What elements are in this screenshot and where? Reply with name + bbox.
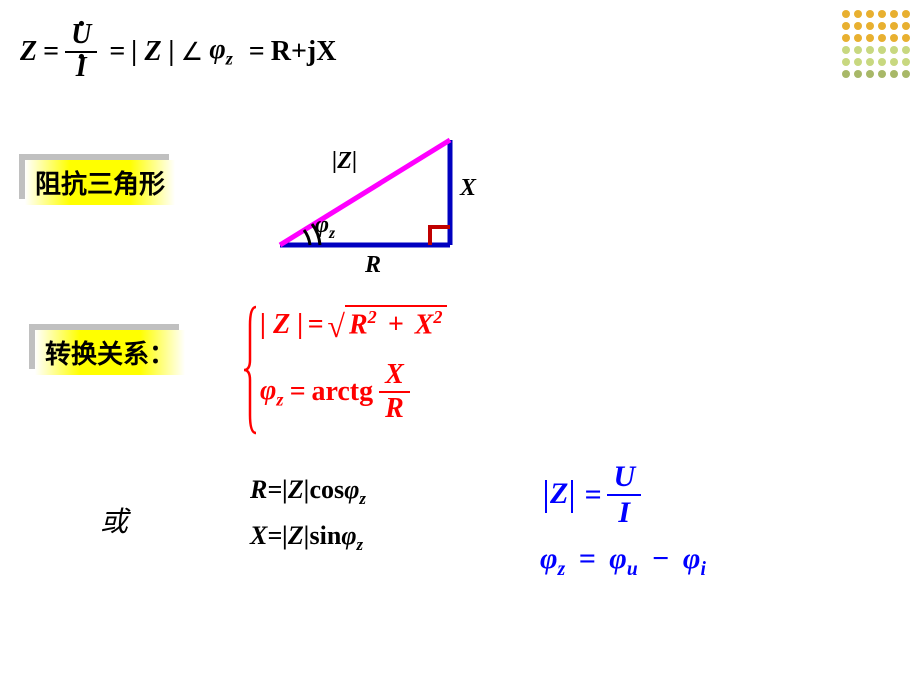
angle-symbol: ∠ bbox=[181, 37, 204, 67]
magnitude-ui-equation: Z = U I bbox=[540, 460, 706, 530]
r-equation: R=|Z|cosφz bbox=[250, 475, 366, 509]
equals-sign: = bbox=[249, 36, 265, 68]
fraction-u-over-i: U I bbox=[65, 20, 97, 84]
label-hypotenuse-z: |Z| bbox=[332, 148, 357, 175]
equals-sign: = bbox=[109, 36, 125, 68]
equals-sign: = bbox=[307, 309, 323, 341]
corner-dots-decoration bbox=[842, 10, 910, 82]
equals-sign: = bbox=[584, 478, 601, 512]
label-vertical-x: X bbox=[460, 175, 476, 202]
fraction-u-over-i: U I bbox=[607, 460, 641, 530]
or-label: 或 bbox=[100, 500, 128, 540]
sqrt-expression: √ R2 + X2 bbox=[327, 305, 446, 345]
fraction-x-over-r: X R bbox=[379, 359, 410, 425]
impedance-definition-equation: Z = U I = | Z | ∠ φz = R+jX bbox=[20, 20, 336, 84]
phi-z: φz bbox=[209, 34, 232, 70]
var-z: Z bbox=[20, 36, 37, 68]
impedance-triangle-figure: |Z| X R φz bbox=[270, 130, 470, 270]
blue-equations: Z = U I φz = φu − φi bbox=[540, 460, 706, 581]
arctg-function: arctg bbox=[311, 376, 373, 408]
magnitude-equation: | Z | = √ R2 + X2 bbox=[260, 305, 447, 345]
conversion-equations: | Z | = √ R2 + X2 φz = arctg X R bbox=[260, 305, 447, 425]
triangle-svg bbox=[270, 130, 470, 270]
angle-equation: φz = arctg X R bbox=[260, 359, 447, 425]
abs-z-blue: Z bbox=[540, 477, 578, 513]
rx-equations: R=|Z|cosφz X=|Z|sinφz bbox=[250, 475, 366, 555]
abs-z: | Z | bbox=[131, 36, 174, 68]
label-angle-phi: φz bbox=[315, 212, 335, 243]
phase-difference-equation: φz = φu − φi bbox=[540, 542, 706, 581]
phasor-i: I bbox=[76, 53, 87, 84]
phi-z-lhs: φz bbox=[260, 375, 283, 411]
impedance-triangle-heading: 阻抗三角形 bbox=[25, 160, 175, 205]
r-plus-jx: R+jX bbox=[271, 36, 337, 68]
conversion-relations-heading: 转换关系： bbox=[35, 330, 185, 375]
left-brace-icon bbox=[242, 305, 260, 435]
x-equation: X=|Z|sinφz bbox=[250, 521, 366, 555]
equals-sign: = bbox=[43, 36, 59, 68]
abs-z-lhs: | Z | bbox=[260, 309, 303, 341]
equals-sign: = bbox=[289, 376, 305, 408]
slide-root: Z = U I = | Z | ∠ φz = R+jX 阻抗三角形 |Z| X … bbox=[0, 0, 920, 690]
label-base-r: R bbox=[365, 252, 381, 279]
